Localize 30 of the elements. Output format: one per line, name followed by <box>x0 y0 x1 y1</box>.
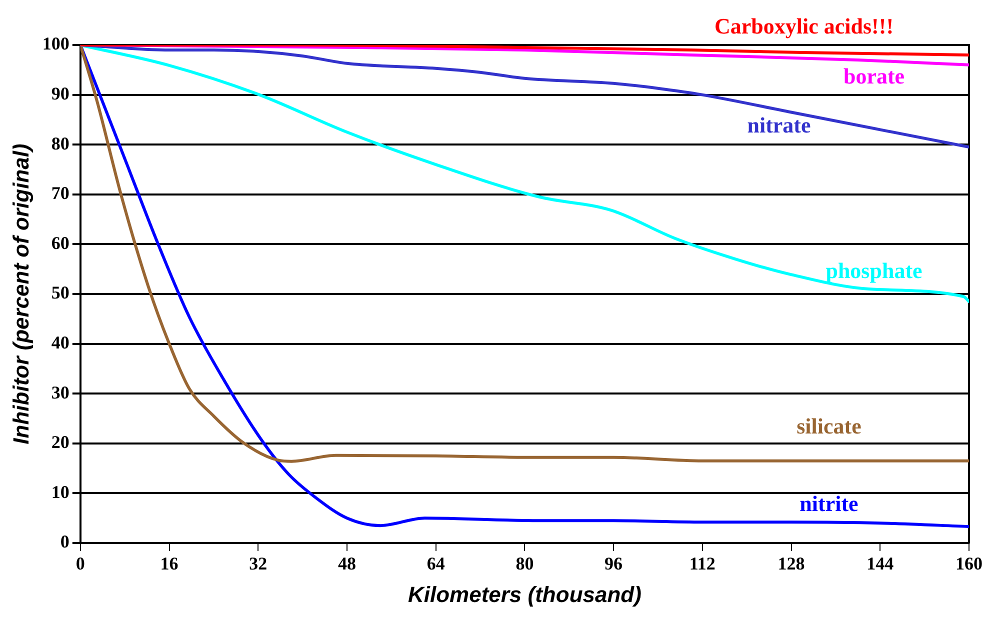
x-tick-label: 0 <box>76 553 85 574</box>
y-tick-label: 100 <box>42 34 70 54</box>
y-tick-label: 0 <box>60 532 70 552</box>
y-tick-label: 60 <box>51 232 70 253</box>
x-tick-label: 144 <box>866 553 894 574</box>
y-tick-label: 10 <box>51 482 70 502</box>
y-tick-label: 50 <box>51 282 70 303</box>
x-tick-label: 160 <box>956 553 982 574</box>
x-tick-label: 32 <box>249 553 268 574</box>
series-label: nitrate <box>747 112 811 138</box>
series-label: phosphate <box>826 258 923 284</box>
x-axis-title: Kilometers (thousand) <box>408 582 642 607</box>
y-tick-label: 30 <box>51 382 70 402</box>
y-tick-label: 40 <box>51 332 70 352</box>
x-tick-label: 112 <box>689 553 716 574</box>
series-label: silicate <box>796 414 862 439</box>
y-tick-label: 80 <box>51 133 70 154</box>
series-label: borate <box>843 63 905 88</box>
y-axis-title: Inhibitor (percent of original) <box>8 144 34 444</box>
y-tick-label: 90 <box>51 83 70 104</box>
x-tick-label: 64 <box>426 553 445 574</box>
x-tick-label: 80 <box>516 553 534 574</box>
y-tick-label: 20 <box>51 432 70 452</box>
y-tick-label: 70 <box>51 183 70 204</box>
series-label: nitrite <box>800 491 859 516</box>
x-tick-label: 128 <box>778 553 805 574</box>
series-label: Carboxylic acids!!! <box>714 14 894 39</box>
x-tick-label: 96 <box>604 553 623 574</box>
x-tick-label: 48 <box>338 553 356 574</box>
x-tick-label: 16 <box>160 553 178 574</box>
